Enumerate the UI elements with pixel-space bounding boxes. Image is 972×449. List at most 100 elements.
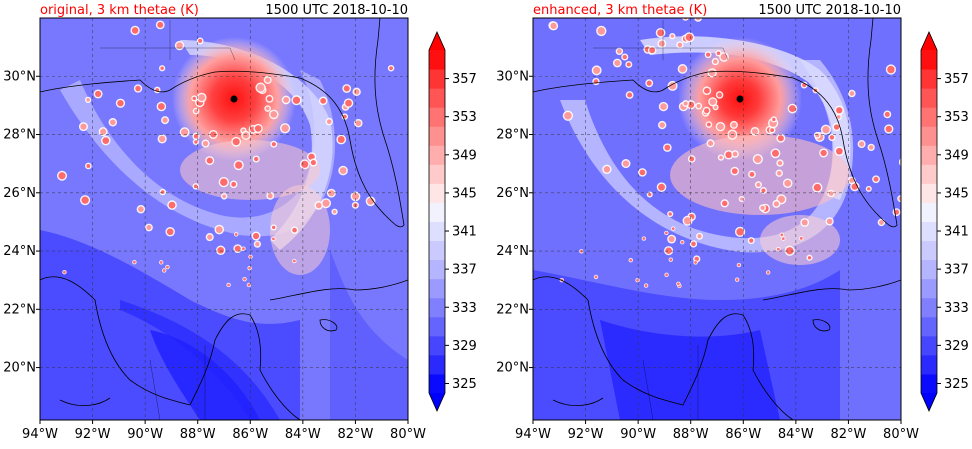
cell-core — [835, 147, 843, 155]
cell-core — [858, 141, 865, 147]
cell-core — [815, 133, 820, 138]
cell-core — [691, 241, 696, 247]
cell-core — [266, 96, 273, 102]
cell-core — [826, 218, 833, 225]
cell-core — [676, 282, 680, 286]
cell-core — [665, 273, 668, 277]
cell-core — [315, 202, 322, 209]
cell-core — [222, 194, 226, 199]
cell-core — [664, 231, 668, 235]
panel-title-right: 1500 UTC 2018-10-10 — [758, 3, 901, 18]
cell-core — [704, 108, 710, 114]
cell-core — [80, 123, 87, 130]
colorbar-segment — [429, 297, 445, 318]
colorbar-segment — [429, 50, 445, 70]
colorbar-extend-low — [429, 393, 445, 411]
colorbar-segment — [921, 240, 937, 261]
cell-core — [807, 256, 812, 260]
cell-core — [193, 134, 199, 139]
y-tick-label: 20°N — [496, 361, 529, 376]
cell-core — [754, 155, 762, 163]
colorbar-segment — [429, 259, 445, 280]
cell-core — [780, 233, 784, 237]
x-tick-label: 94°W — [22, 427, 58, 442]
x-tick-label: 84°W — [285, 427, 321, 442]
cell-core — [160, 190, 165, 194]
x-tick-label: 92°W — [75, 427, 111, 442]
cell-core — [781, 237, 785, 240]
cell-core — [166, 265, 169, 269]
cell-core — [593, 66, 601, 74]
cell-core — [671, 227, 675, 231]
colorbar-tick-label: 345 — [452, 186, 477, 201]
cell-core — [788, 105, 796, 113]
colorbar-segment — [429, 107, 445, 127]
colorbar-tick-label: 337 — [944, 263, 969, 278]
cell-core — [292, 96, 301, 104]
cell-core — [679, 65, 687, 73]
cell-core — [740, 197, 744, 201]
cell-core — [704, 87, 710, 94]
cell-core — [194, 109, 199, 114]
gridlines — [533, 18, 901, 420]
cell-core — [267, 193, 273, 199]
cell-core — [256, 83, 265, 92]
panel-title-left: original, 3 km thetae (K) — [40, 3, 199, 18]
cell-core — [777, 195, 786, 203]
cell-core — [766, 271, 770, 274]
colorbar-extend-low — [921, 393, 937, 411]
cell-core — [353, 89, 360, 95]
cell-core — [252, 232, 260, 240]
cell-core — [292, 259, 296, 263]
cell-core — [308, 153, 315, 161]
cell-core — [867, 187, 871, 191]
cell-core — [697, 234, 702, 239]
cell-core — [355, 120, 362, 127]
cell-core — [706, 52, 711, 57]
map-field — [533, 18, 911, 420]
x-tick-label: 82°W — [337, 427, 373, 442]
colorbar-segment — [429, 164, 445, 184]
cell-core — [192, 96, 196, 101]
colorbar-segment — [921, 297, 937, 318]
x-tick-label: 88°W — [673, 427, 709, 442]
colorbar-tick-label: 349 — [452, 148, 477, 163]
cell-core — [776, 170, 782, 176]
cell-core — [597, 27, 606, 35]
cell-core — [81, 196, 89, 204]
colorbar-segment — [429, 69, 445, 89]
cell-core — [281, 124, 289, 132]
cell-core — [283, 96, 290, 103]
cell-core — [343, 85, 350, 92]
cell-core — [328, 190, 335, 197]
cell-core — [162, 117, 168, 123]
y-tick-label: 22°N — [3, 302, 36, 317]
cell-core — [776, 247, 780, 251]
cell-core — [95, 90, 102, 98]
colorbar-left: 325 329 333 337 341 345 349 353 357 — [428, 31, 477, 412]
cell-core — [181, 128, 189, 136]
colorbar-extend-high — [429, 32, 445, 50]
cell-core — [784, 179, 792, 187]
cell-core — [820, 149, 827, 157]
y-tick-label: 28°N — [496, 128, 529, 143]
cell-core — [851, 183, 859, 190]
cell-core — [564, 111, 572, 120]
cell-core — [176, 42, 183, 49]
colorbar-tick-label: 337 — [452, 263, 477, 278]
cell-core — [813, 183, 822, 192]
cell-core — [801, 219, 808, 226]
cell-halo — [902, 113, 911, 122]
cell-core — [247, 283, 251, 287]
cell-core — [157, 103, 165, 110]
colorbar-segment — [921, 316, 937, 337]
colorbar-segment — [429, 126, 445, 146]
cell-core — [622, 160, 630, 167]
plot-frame — [532, 17, 902, 421]
cell-core — [352, 192, 359, 200]
cell-core — [63, 270, 66, 274]
cell-core — [731, 122, 737, 128]
cell-core — [198, 94, 206, 102]
cell-core — [271, 225, 276, 230]
